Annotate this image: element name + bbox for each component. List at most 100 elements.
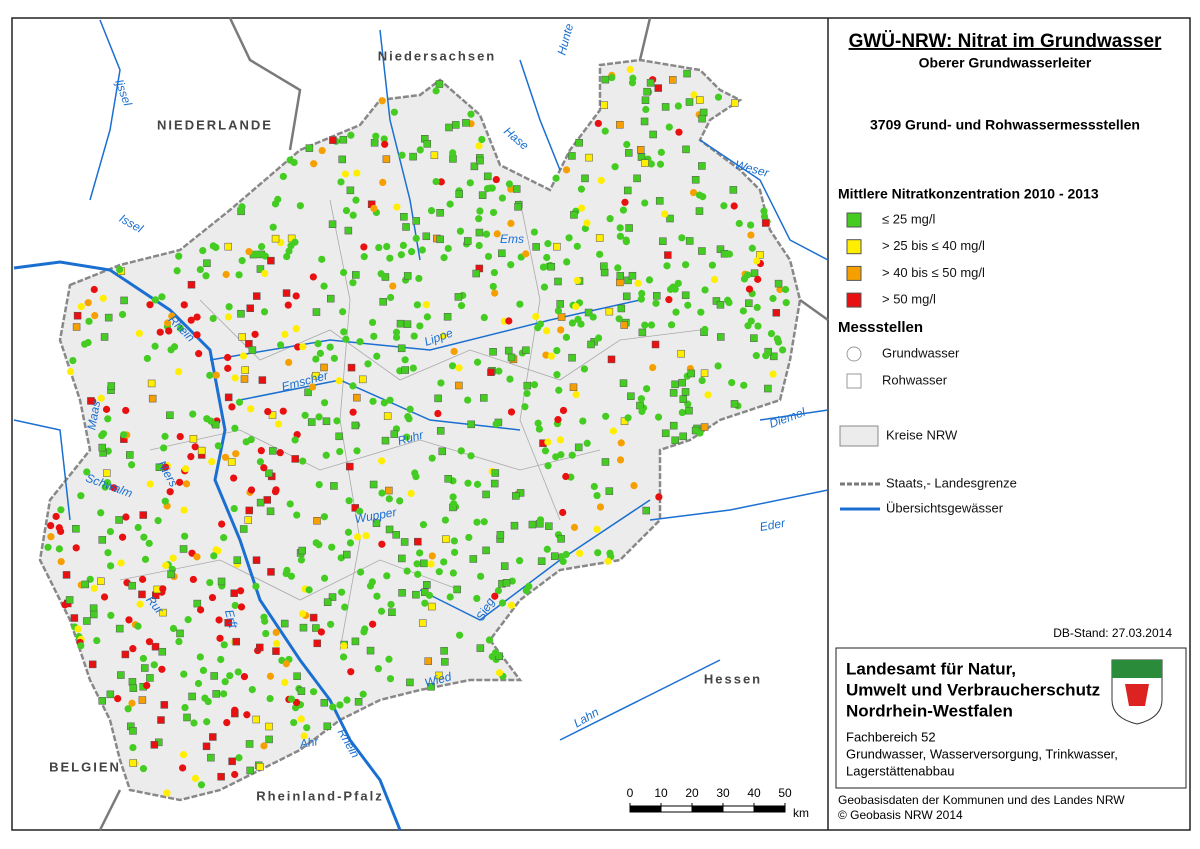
- station-rohwasser: [227, 458, 236, 466]
- station-grundwasser: [714, 93, 723, 101]
- station-rohwasser: [625, 224, 633, 232]
- station-grundwasser: [146, 301, 154, 309]
- station-grundwasser: [47, 521, 55, 530]
- station-rohwasser: [699, 108, 708, 117]
- station-grundwasser: [143, 354, 151, 363]
- station-grundwasser: [260, 464, 268, 472]
- station-grundwasser: [482, 230, 491, 238]
- station-grundwasser: [416, 146, 424, 154]
- station-grundwasser: [69, 356, 77, 365]
- station-rohwasser: [224, 393, 233, 402]
- station-grundwasser: [122, 406, 130, 415]
- station-rohwasser: [691, 176, 700, 184]
- station-rohwasser: [444, 475, 452, 483]
- station-rohwasser: [392, 531, 400, 539]
- region-label: NIEDERLANDE: [157, 117, 273, 132]
- station-grundwasser: [477, 572, 485, 580]
- legend-swatch: [846, 212, 862, 228]
- station-grundwasser: [349, 408, 357, 416]
- station-grundwasser: [781, 285, 790, 294]
- station-grundwasser: [405, 415, 413, 423]
- station-grundwasser: [378, 97, 386, 105]
- station-grundwasser: [489, 282, 497, 291]
- station-grundwasser: [516, 300, 524, 308]
- station-grundwasser: [593, 491, 601, 500]
- station-grundwasser: [287, 242, 295, 250]
- station-rohwasser: [487, 368, 495, 376]
- station-rohwasser: [472, 269, 480, 278]
- station-rohwasser: [654, 84, 662, 92]
- station-grundwasser: [393, 203, 401, 211]
- station-rohwasser: [423, 581, 431, 589]
- station-grundwasser: [55, 524, 63, 532]
- station-grundwasser: [330, 354, 338, 362]
- station-grundwasser: [187, 316, 195, 324]
- river: [89, 19, 121, 201]
- station-grundwasser: [158, 293, 166, 301]
- station-grundwasser: [318, 146, 326, 155]
- coat-of-arms: [1111, 659, 1163, 725]
- station-grundwasser: [248, 685, 256, 694]
- station-grundwasser: [390, 108, 398, 116]
- station-grundwasser: [392, 333, 401, 341]
- station-grundwasser: [456, 631, 464, 639]
- station-grundwasser: [576, 549, 584, 557]
- station-grundwasser: [383, 572, 391, 580]
- station-grundwasser: [339, 653, 348, 661]
- station-rohwasser: [700, 369, 709, 377]
- station-rohwasser: [312, 308, 321, 316]
- station-grundwasser: [337, 588, 346, 596]
- station-grundwasser: [292, 292, 300, 300]
- station-grundwasser: [577, 185, 586, 193]
- station-grundwasser: [435, 568, 443, 576]
- station-grundwasser: [72, 544, 80, 552]
- station-grundwasser: [184, 616, 192, 624]
- station-grundwasser: [165, 327, 173, 335]
- scale-segment: [753, 805, 786, 813]
- station-grundwasser: [273, 639, 281, 648]
- station-grundwasser: [754, 322, 762, 330]
- station-grundwasser: [340, 328, 348, 336]
- station-grundwasser: [341, 603, 349, 611]
- station-rohwasser: [467, 420, 475, 429]
- station-grundwasser: [315, 413, 323, 421]
- station-rohwasser: [445, 123, 453, 132]
- station-grundwasser: [378, 457, 386, 465]
- station-grundwasser: [449, 149, 457, 157]
- station-grundwasser: [534, 419, 542, 427]
- station-grundwasser: [77, 492, 85, 500]
- station-rohwasser: [188, 692, 196, 701]
- station-rohwasser: [352, 271, 360, 279]
- station-grundwasser: [457, 302, 466, 310]
- station-rohwasser: [502, 579, 511, 587]
- region-label: BELGIEN: [49, 759, 121, 774]
- subtitle: Oberer Grundwasserleiter: [919, 55, 1092, 71]
- station-rohwasser: [537, 557, 546, 565]
- station-grundwasser: [754, 275, 762, 283]
- river: [759, 409, 829, 421]
- station-grundwasser: [380, 399, 388, 407]
- station-rohwasser: [291, 455, 299, 463]
- station-grundwasser: [180, 670, 188, 678]
- station-grundwasser: [678, 408, 686, 417]
- station-rohwasser: [469, 555, 478, 563]
- station-grundwasser: [374, 665, 382, 673]
- station-rohwasser: [681, 291, 690, 300]
- station-grundwasser: [258, 242, 266, 251]
- station-grundwasser: [448, 362, 457, 370]
- station-grundwasser: [572, 302, 580, 311]
- station-rohwasser: [241, 366, 249, 374]
- station-rohwasser: [269, 447, 277, 455]
- station-grundwasser: [210, 552, 218, 560]
- station-rohwasser: [623, 186, 632, 195]
- station-rohwasser: [587, 340, 595, 349]
- station-rohwasser: [232, 637, 240, 646]
- station-rohwasser: [244, 516, 252, 524]
- station-grundwasser: [410, 332, 418, 340]
- station-grundwasser: [163, 789, 171, 797]
- station-rohwasser: [117, 671, 125, 679]
- station-rohwasser: [406, 678, 414, 687]
- station-rohwasser: [601, 75, 610, 84]
- station-rohwasser: [620, 321, 628, 329]
- station-grundwasser: [141, 555, 150, 563]
